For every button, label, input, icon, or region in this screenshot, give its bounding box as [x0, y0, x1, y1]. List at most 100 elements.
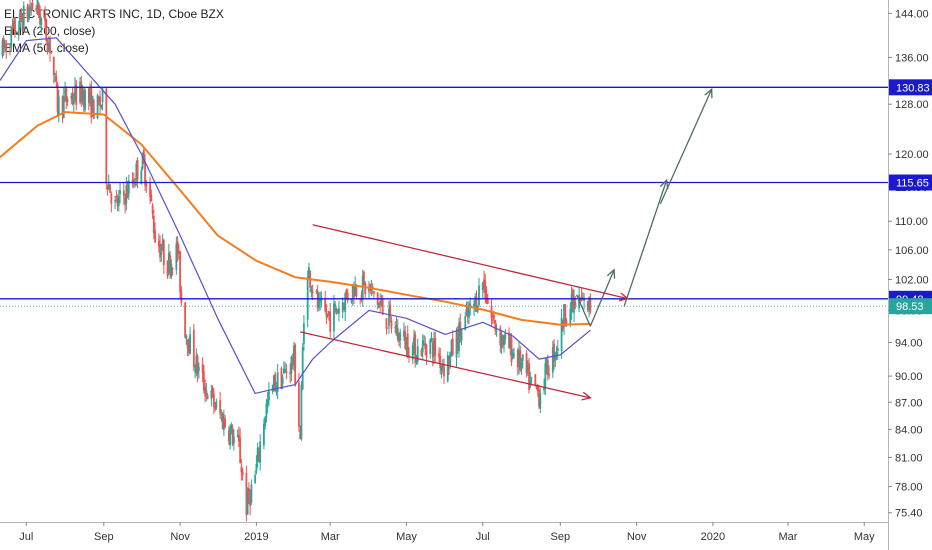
channel-line-2	[300, 331, 591, 399]
candle-body	[175, 243, 178, 270]
legend-ema50: EMA (50, close)	[4, 41, 89, 55]
candle-body	[450, 340, 453, 355]
candle-body	[79, 81, 81, 103]
candle-body	[359, 298, 362, 300]
candle-body	[354, 284, 357, 297]
candle-body	[105, 88, 108, 184]
time-tick-label: May	[396, 531, 417, 543]
candle-body	[460, 328, 463, 341]
candle-body	[46, 45, 49, 53]
candle-body	[380, 302, 383, 304]
candle-body	[257, 450, 260, 459]
candle-body	[355, 287, 358, 297]
candle-body	[280, 368, 283, 389]
candle-body	[494, 320, 497, 331]
candle-body	[350, 298, 353, 302]
candle-body	[539, 393, 542, 409]
candle-body	[493, 314, 495, 319]
price-tick-label: 106.00	[895, 245, 929, 257]
candle-body	[308, 267, 310, 279]
candle-body	[565, 321, 568, 324]
candle-body	[232, 436, 235, 444]
candle-body	[303, 323, 305, 344]
price-tick-label: 102.00	[895, 274, 929, 286]
candle-body	[145, 183, 148, 187]
candle-body	[114, 200, 116, 202]
candle-body	[455, 331, 458, 358]
candle-body	[483, 279, 485, 284]
candle-body	[81, 92, 84, 102]
time-tick-label: 2020	[701, 531, 725, 543]
candle-body	[509, 337, 512, 349]
candle-body	[74, 85, 76, 101]
time-tick-label: Jul	[476, 531, 490, 543]
candle-body	[167, 252, 170, 273]
candle-body	[543, 387, 545, 391]
candle-body	[220, 414, 223, 416]
candle-body	[538, 390, 540, 407]
candle-body	[491, 319, 494, 321]
candle-body	[149, 182, 151, 197]
candle-body	[204, 387, 207, 397]
time-axis: Jul Sep Nov 2019 Mar May Jul Sep Nov 2020 Mar May	[0, 522, 888, 550]
candle-body	[310, 288, 313, 292]
candle-body	[315, 290, 318, 292]
candle-body	[160, 251, 163, 255]
time-tick-label: May	[854, 531, 875, 543]
candle-body	[12, 21, 15, 26]
candle-body	[44, 14, 46, 21]
candle-body	[484, 280, 487, 299]
candle-body	[499, 327, 502, 346]
candle-body	[326, 313, 329, 316]
candle-body	[250, 484, 253, 503]
candle-body	[364, 282, 367, 295]
candle-body	[91, 95, 94, 116]
candle-body	[318, 300, 320, 308]
candle-body	[473, 303, 475, 308]
time-tick-label: 2019	[244, 531, 268, 543]
candle-body	[285, 371, 288, 373]
candle-body	[49, 39, 51, 54]
candle-body	[425, 344, 428, 358]
candle-body	[159, 243, 161, 258]
candle-body	[530, 377, 533, 379]
candle-body	[329, 311, 332, 332]
candle-body	[569, 308, 572, 326]
candle-body	[416, 346, 419, 362]
candle-body	[221, 413, 224, 429]
candle-body	[389, 304, 392, 317]
candle-body	[135, 163, 138, 180]
candle-body	[466, 307, 469, 317]
candle-body	[36, 0, 39, 8]
level-tag-bg	[889, 79, 932, 96]
candle-body	[237, 434, 240, 442]
candle-body	[227, 430, 230, 442]
candle-body	[210, 390, 213, 399]
candle-body	[379, 300, 382, 305]
candle-body	[179, 251, 182, 293]
candle-body	[363, 271, 365, 282]
candle-body	[284, 369, 287, 373]
candle-body	[443, 364, 445, 377]
candle-body	[298, 382, 300, 427]
candle-body	[458, 323, 460, 352]
candle-body	[140, 170, 143, 185]
candle-body	[293, 346, 295, 366]
candle-body	[27, 9, 30, 20]
candle-body	[478, 285, 480, 306]
price-axis: 144.00136.00128.00120.00115.00110.00106.…	[888, 0, 932, 550]
candle-body	[556, 348, 559, 351]
candle-body	[324, 299, 327, 311]
candle-body	[290, 356, 293, 373]
candle-body	[504, 332, 507, 339]
price-tick-label: 75.40	[895, 508, 923, 520]
price-tick-label: 84.00	[895, 424, 923, 436]
candle-body	[299, 429, 302, 440]
candle-body	[96, 95, 99, 119]
candle-body	[171, 267, 174, 270]
candle-body	[535, 384, 538, 389]
legend-title: ELECTRONIC ARTS INC, 1D, Cboe BZX	[4, 7, 224, 21]
candle-body	[528, 363, 530, 391]
candle-body	[438, 353, 440, 357]
